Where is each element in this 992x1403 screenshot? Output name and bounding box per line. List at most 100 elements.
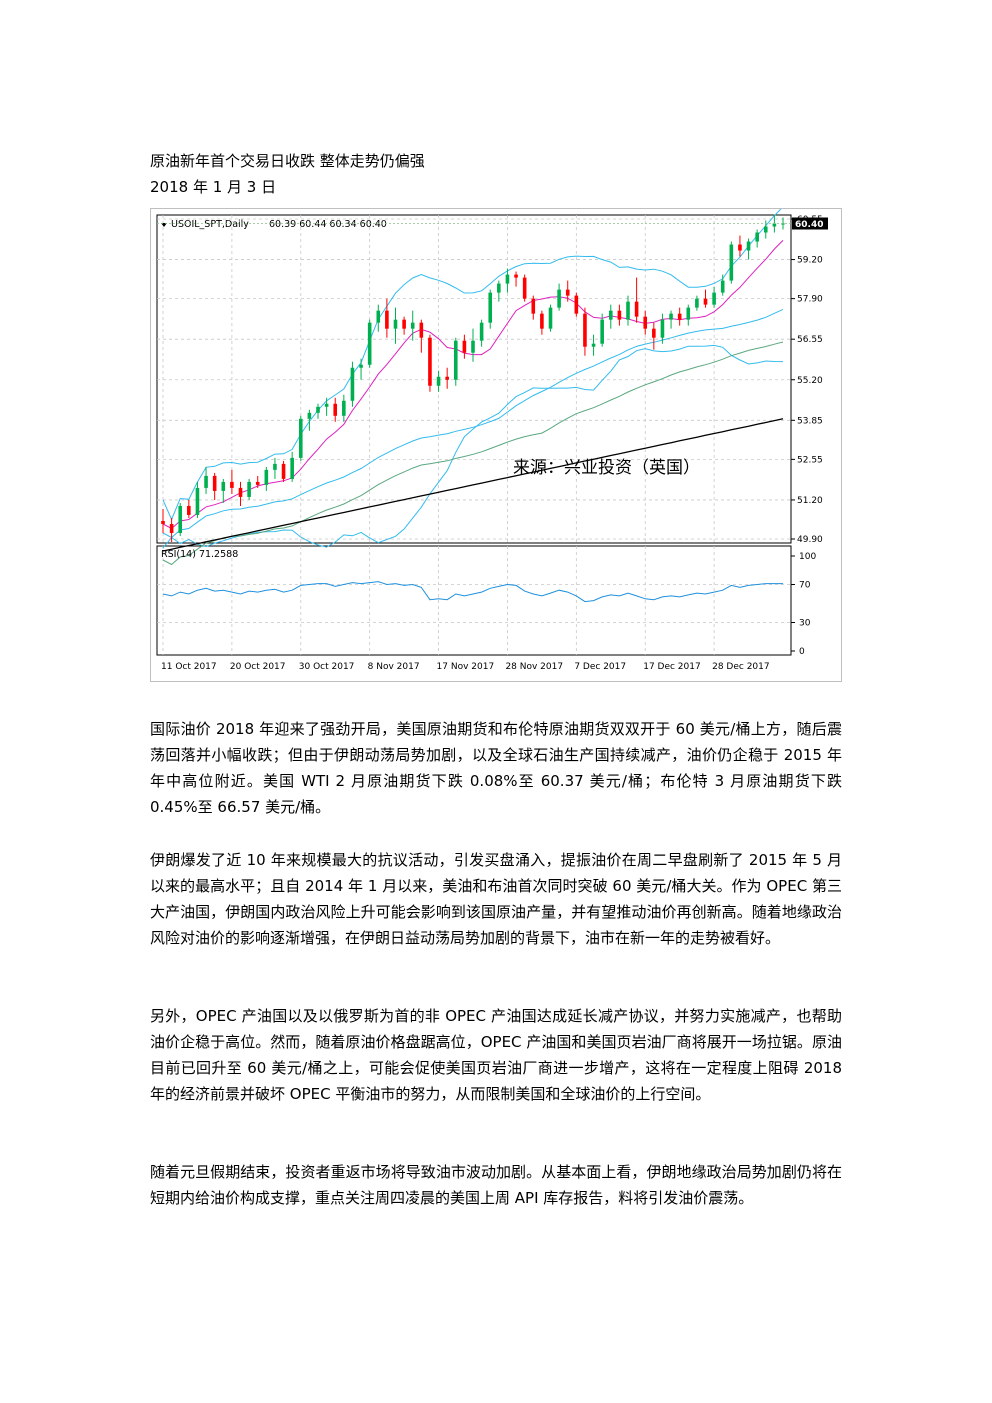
candle-body: [462, 340, 467, 353]
candle-body: [540, 313, 544, 329]
date-tick-label: 28 Dec 2017: [712, 662, 770, 672]
candle-body: [212, 475, 217, 491]
candle-body: [608, 310, 613, 320]
price-tick-label: 49.90: [797, 535, 823, 545]
candle-body: [772, 223, 777, 227]
rsi-tick-label: 0: [799, 647, 805, 657]
candle-body: [634, 301, 639, 317]
date-tick-label: 11 Oct 2017: [161, 662, 217, 672]
candle-body: [230, 481, 234, 488]
candle-body: [376, 310, 381, 323]
candle-body: [574, 295, 579, 314]
candle-body: [195, 487, 200, 515]
date-tick-label: 28 Nov 2017: [505, 662, 563, 672]
candle-body: [178, 505, 183, 533]
bollinger-upper-line: [162, 209, 782, 521]
candle-body: [255, 481, 260, 485]
candle-body: [247, 481, 251, 497]
candle-body: [453, 340, 458, 380]
chart-ohlc-label: 60.39 60.44 60.34 60.40: [269, 219, 387, 230]
candle-body: [583, 313, 587, 347]
date-tick-label: 8 Nov 2017: [368, 662, 420, 672]
candle-body: [617, 310, 622, 320]
price-tick-label: 55.20: [797, 376, 823, 386]
price-tick-label: 59.20: [797, 256, 823, 266]
paragraph-2: 伊朗爆发了近 10 年来规模最大的抗议活动，引发买盘涌入，提振油价在周二早盘刷新…: [150, 851, 842, 947]
candle-body: [428, 337, 432, 386]
candle-body: [359, 364, 363, 368]
candle-body: [410, 322, 415, 329]
candle-body: [626, 301, 630, 320]
date-tick-label: 30 Oct 2017: [299, 662, 355, 672]
candle-body: [402, 319, 406, 329]
candle-body: [677, 313, 682, 320]
moving-average-mid-line: [162, 341, 784, 566]
candle-body: [514, 274, 518, 278]
candle-body: [497, 283, 501, 293]
candle-body: [548, 307, 553, 329]
candle-body: [385, 310, 389, 329]
price-tick-label: 51.20: [797, 496, 823, 506]
candle-body: [307, 412, 312, 419]
article-title: 原油新年首个交易日收跌 整体走势仍偏强: [150, 152, 425, 170]
candle-body: [187, 505, 191, 515]
candle-body: [333, 403, 338, 416]
candle-body: [660, 319, 665, 338]
candle-body: [436, 376, 441, 386]
candle-body: [204, 475, 208, 488]
article-date: 2018 年 1 月 3 日: [150, 178, 277, 196]
last-price-box: [792, 217, 828, 230]
candle-body: [729, 244, 734, 281]
candle-body: [316, 406, 320, 413]
moving-average-bollinger-mid-line: [162, 308, 784, 539]
candle-body: [600, 319, 604, 344]
candle-body: [652, 328, 656, 338]
candle-body: [445, 376, 449, 380]
candle-body: [686, 307, 691, 320]
rsi-panel-frame: [156, 545, 792, 656]
candle-body: [763, 226, 768, 233]
candle-body: [738, 244, 742, 251]
candle-body: [471, 340, 475, 353]
candle-body: [367, 322, 372, 365]
candle-body: [712, 292, 716, 305]
last-price-label: 60.40: [795, 220, 823, 230]
candle-body: [350, 367, 355, 401]
candle-body: [746, 241, 751, 251]
candle-body: [591, 343, 596, 347]
candle-body: [531, 298, 536, 314]
candle-body: [720, 280, 725, 293]
price-tick-label: 57.90: [797, 295, 823, 305]
candle-body: [565, 289, 570, 296]
price-tick-label: 53.85: [797, 416, 823, 426]
candle-body: [669, 313, 673, 320]
rsi-tick-label: 70: [799, 581, 811, 591]
price-chart: 60.5559.2057.9056.5555.2053.8552.5551.20…: [150, 208, 842, 682]
rsi-tick-label: 100: [799, 552, 816, 562]
candle-body: [324, 403, 329, 407]
candle-body: [161, 520, 165, 524]
moving-average-slow-line: [162, 418, 784, 552]
rsi-tick-label: 30: [799, 619, 811, 629]
candle-body: [522, 277, 527, 299]
candle-body: [505, 274, 510, 284]
candle-body: [290, 457, 294, 479]
candle-body: [488, 292, 493, 323]
chart-source-watermark: 来源：兴业投资（英国）: [513, 458, 700, 478]
candle-body: [781, 223, 785, 225]
candle-body: [643, 316, 648, 329]
price-tick-label: 52.55: [797, 455, 823, 465]
main-panel-frame: [156, 214, 792, 544]
candle-body: [703, 298, 708, 305]
candle-body: [419, 322, 424, 338]
candle-body: [273, 463, 277, 470]
dropdown-arrow-icon: [161, 223, 167, 227]
candle-body: [264, 469, 269, 485]
chart-symbol-label: USOIL_SPT,Daily: [171, 219, 249, 230]
candle-body: [298, 418, 303, 458]
price-tick-label: 56.55: [797, 335, 823, 345]
candle-body: [281, 463, 286, 479]
candle-body: [393, 319, 398, 329]
candle-body: [169, 523, 174, 533]
